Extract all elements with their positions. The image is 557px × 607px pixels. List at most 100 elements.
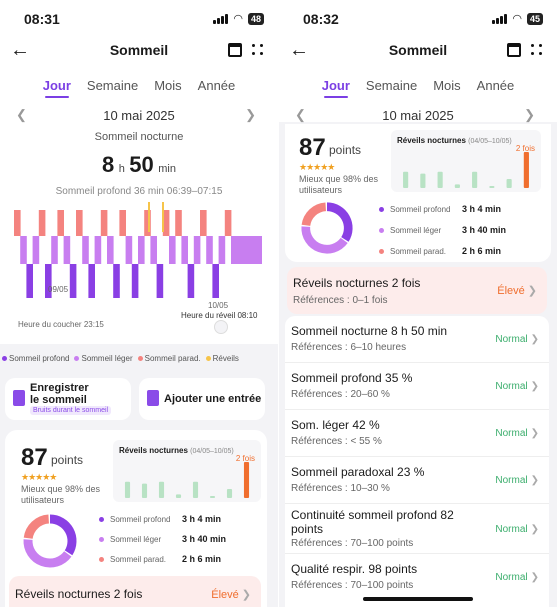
sleep-noise-tag: Bruits durant le sommeil bbox=[30, 406, 112, 415]
wake-bar bbox=[192, 481, 199, 498]
donut-slice bbox=[49, 514, 77, 556]
chevron-right-icon: ❯ bbox=[530, 572, 539, 583]
record-icon bbox=[13, 390, 25, 406]
back-arrow-icon[interactable]: ← bbox=[289, 39, 309, 61]
hypnogram-segment bbox=[144, 210, 151, 236]
wake-count: 2 fois bbox=[515, 144, 535, 153]
wake-bar bbox=[158, 481, 165, 498]
awake-marker bbox=[148, 202, 150, 232]
status-time: 08:31 bbox=[24, 11, 60, 27]
hypnogram-segment bbox=[100, 210, 108, 236]
next-day-chevron-icon[interactable]: ❯ bbox=[524, 107, 535, 122]
timeline-handle[interactable] bbox=[214, 320, 228, 334]
hypnogram-segment bbox=[125, 236, 133, 264]
hypnogram-segment bbox=[76, 210, 83, 236]
wifi-icon: ◠ bbox=[233, 13, 243, 25]
hypnogram-segment bbox=[175, 210, 182, 236]
better-than-text: Mieux que 98% des utilisateurs bbox=[299, 174, 379, 195]
current-date: 10 mai 2025 bbox=[382, 108, 454, 123]
sleep-duration: 8 h 50 min bbox=[102, 152, 176, 177]
sleep-stage-donut bbox=[301, 202, 353, 254]
calendar-icon[interactable] bbox=[507, 43, 521, 57]
donut-slice bbox=[23, 514, 50, 540]
tab-annee[interactable]: Année bbox=[197, 78, 236, 93]
chevron-right-icon: ❯ bbox=[530, 334, 539, 345]
tab-semaine[interactable]: Semaine bbox=[86, 78, 139, 93]
legend-rem: Sommeil parad. bbox=[137, 354, 201, 363]
tab-annee[interactable]: Année bbox=[476, 78, 515, 93]
record-sleep-button[interactable]: Enregistrer le sommeil Bruits durant le s… bbox=[5, 378, 131, 420]
legend-deep: Sommeil profond bbox=[2, 354, 69, 363]
tab-mois[interactable]: Mois bbox=[154, 78, 182, 93]
hypnogram-segment bbox=[63, 236, 71, 264]
wake-bar bbox=[226, 489, 233, 498]
metric-row-light[interactable]: Som. léger 42 % Références : < 55 % Norm… bbox=[285, 410, 549, 457]
metric-row-rem[interactable]: Sommeil paradoxal 23 % Références : 10–3… bbox=[285, 457, 549, 504]
hypnogram-segment bbox=[94, 236, 102, 264]
wake-bars bbox=[403, 152, 529, 188]
metric-row-breathing[interactable]: Qualité respir. 98 points Références : 7… bbox=[291, 562, 539, 591]
chevron-right-icon: ❯ bbox=[530, 381, 539, 392]
wake-bar bbox=[523, 152, 529, 188]
sleep-legend: Sommeil profond Sommeil léger Sommeil pa… bbox=[0, 354, 278, 363]
battery-icon: 45 bbox=[526, 12, 543, 25]
stat-deep: Sommeil profond 3 h 4 min bbox=[379, 204, 501, 214]
more-icon[interactable] bbox=[252, 44, 264, 56]
status-time: 08:32 bbox=[303, 11, 339, 27]
sleep-stage-donut bbox=[23, 514, 77, 568]
home-indicator bbox=[363, 597, 473, 601]
add-entry-icon bbox=[147, 390, 159, 406]
wake-bar bbox=[420, 173, 426, 188]
back-arrow-icon[interactable]: ← bbox=[10, 39, 30, 61]
sleep-score: 87 bbox=[21, 444, 48, 471]
hypnogram-segment bbox=[255, 236, 262, 264]
tab-semaine[interactable]: Semaine bbox=[365, 78, 418, 93]
wake-bar bbox=[454, 184, 460, 188]
hypnogram-segment bbox=[200, 210, 207, 236]
sleep-hypnogram[interactable] bbox=[14, 202, 262, 302]
hypnogram-segment bbox=[206, 236, 213, 264]
current-date: 10 mai 2025 bbox=[103, 108, 175, 123]
hypnogram-segment bbox=[187, 264, 195, 298]
chevron-right-icon: ❯ bbox=[241, 589, 251, 601]
signal-icon bbox=[213, 13, 229, 24]
tab-jour[interactable]: Jour bbox=[314, 66, 358, 102]
deep-sleep-line: Sommeil profond 36 min 06:39–07:15 bbox=[55, 186, 223, 197]
wake-alert-row[interactable]: Réveils nocturnes 2 fois Élevé ❯ bbox=[9, 576, 261, 607]
page-title: Sommeil bbox=[388, 42, 448, 58]
hypnogram-segment bbox=[69, 264, 77, 298]
start-date-label: 09/05 bbox=[48, 285, 69, 294]
status-bar: 08:31 ◠ 48 bbox=[0, 0, 278, 36]
hypnogram-segment bbox=[212, 264, 219, 298]
stat-rem: Sommeil parad. 2 h 6 min bbox=[99, 554, 221, 564]
add-entry-button[interactable]: Ajouter une entrée bbox=[139, 378, 265, 420]
app-bar: ← Sommeil bbox=[279, 36, 557, 66]
metric-row-continuity[interactable]: Continuité sommeil profond 82 points Réf… bbox=[285, 504, 549, 554]
screen-right: 08:32 ◠ 45 ← Sommeil Jour Semaine Mois A… bbox=[279, 0, 557, 607]
hypnogram-segment bbox=[193, 236, 201, 264]
wake-chart[interactable]: Réveils nocturnes (04/05–10/05) 2 fois bbox=[113, 440, 261, 502]
hypnogram-segment bbox=[249, 236, 257, 264]
wake-bar bbox=[437, 171, 443, 188]
tab-jour[interactable]: Jour bbox=[35, 66, 79, 102]
battery-icon: 48 bbox=[247, 12, 264, 25]
metric-row-deep[interactable]: Sommeil profond 35 % Références : 20–60 … bbox=[285, 363, 549, 410]
more-icon[interactable] bbox=[531, 44, 543, 56]
wake-bar bbox=[489, 186, 495, 188]
hypnogram-segment bbox=[57, 210, 64, 236]
next-day-chevron-icon[interactable]: ❯ bbox=[245, 107, 256, 122]
sleep-summary: Sommeil nocturne 8 h 50 min Sommeil prof… bbox=[0, 128, 278, 344]
wake-chart[interactable]: Réveils nocturnes (04/05–10/05) 2 fois bbox=[391, 130, 541, 192]
hypnogram-segment bbox=[131, 264, 139, 298]
hypnogram-segment bbox=[138, 236, 145, 264]
sleep-score-card[interactable]: 87 points ★★★★★ Mieux que 98% des utilis… bbox=[5, 430, 267, 607]
chevron-right-icon: ❯ bbox=[527, 285, 537, 297]
prev-day-chevron-icon[interactable]: ❮ bbox=[295, 107, 306, 122]
sleep-score-card[interactable]: 87 points ★★★★★ Mieux que 98% des utilis… bbox=[285, 124, 551, 262]
prev-day-chevron-icon[interactable]: ❮ bbox=[16, 107, 27, 122]
wake-bar bbox=[209, 496, 216, 498]
wake-alert-row[interactable]: Réveils nocturnes 2 fois Références : 0–… bbox=[287, 267, 547, 314]
tab-mois[interactable]: Mois bbox=[433, 78, 461, 93]
metric-row-duration[interactable]: Sommeil nocturne 8 h 50 min Références :… bbox=[285, 316, 549, 363]
calendar-icon[interactable] bbox=[228, 43, 242, 57]
